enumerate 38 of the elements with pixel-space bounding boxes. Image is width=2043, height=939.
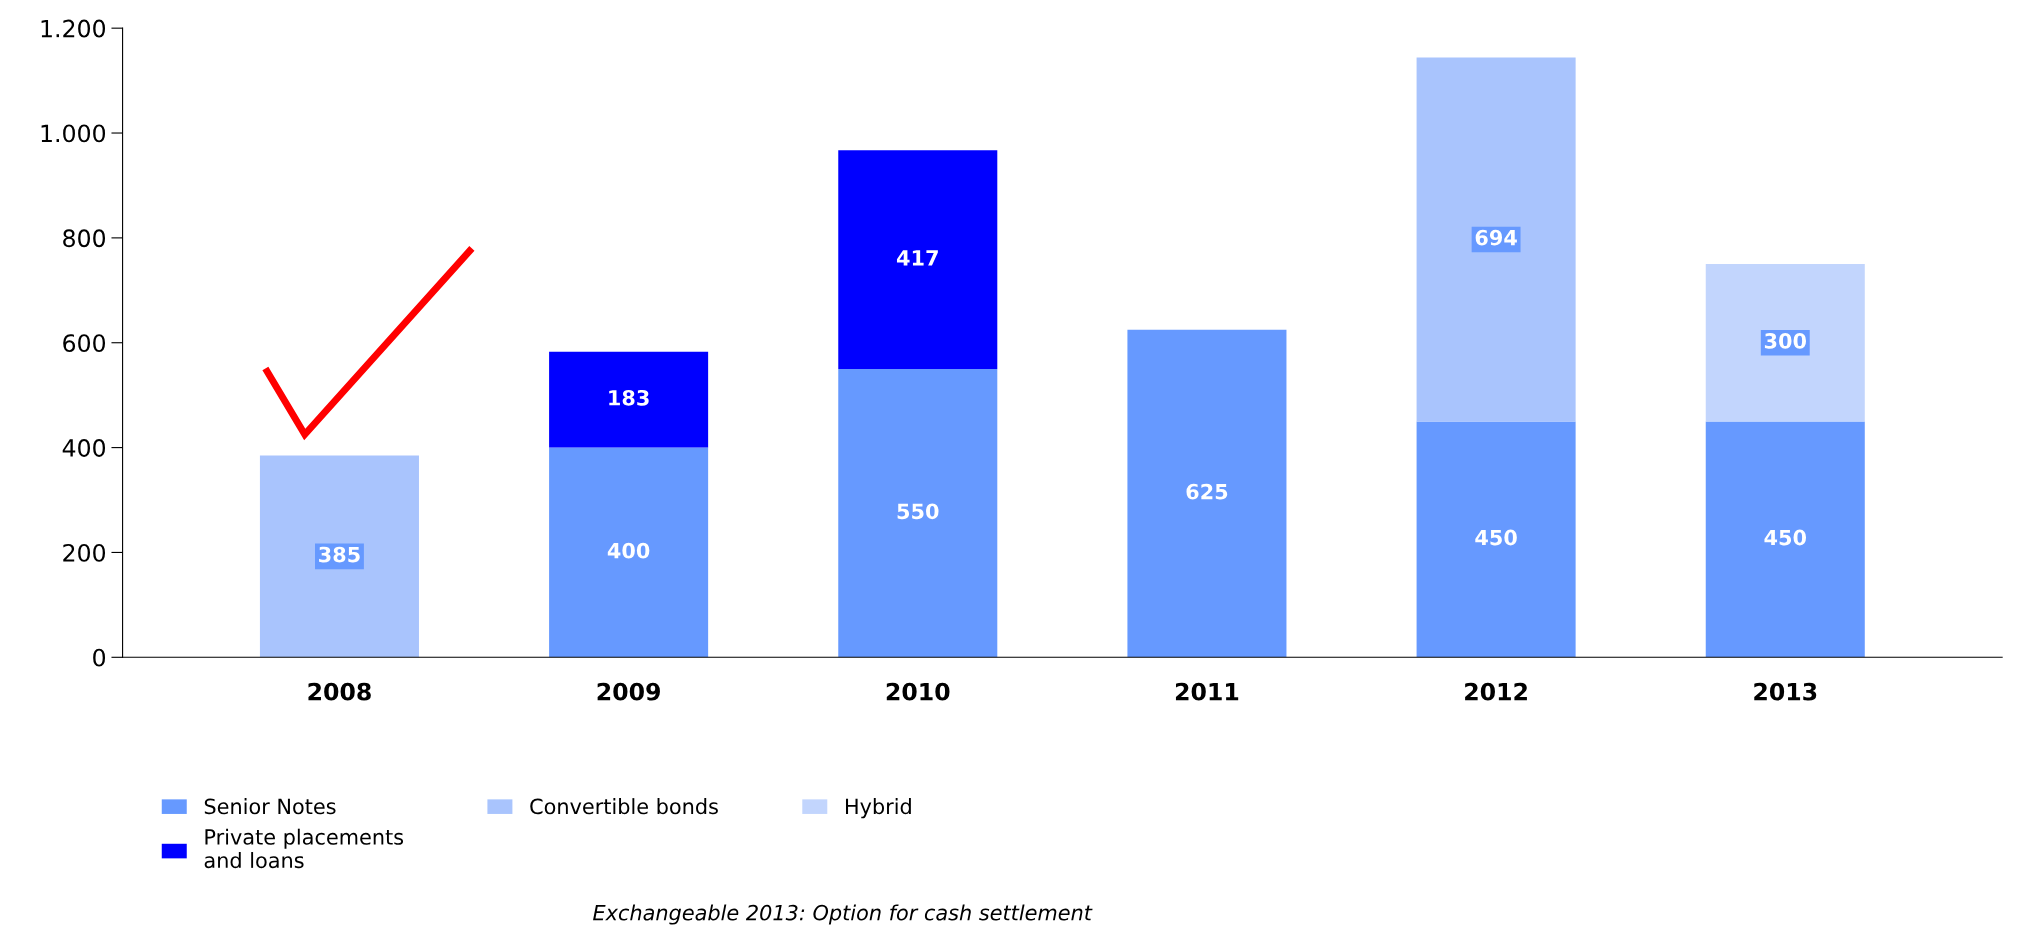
y-tick-label: 400 [62,439,106,457]
bar [1705,421,1865,658]
legend-label: Convertible bonds [530,798,718,815]
bar [549,351,709,448]
data-label: 550 [897,503,939,520]
y-tick-label: 0 [93,648,106,667]
bar [1127,329,1287,658]
legend-label: Senior Notes [204,798,336,815]
y-tick-label: 800 [63,229,106,248]
data-label: 183 [609,389,649,406]
data-label: 385 [319,546,360,563]
bar [838,368,998,658]
x-tick-label: 2009 [597,682,660,701]
y-tick-label: 200 [63,543,106,562]
x-tick-label: 2012 [1465,682,1527,701]
bar [838,150,998,369]
x-tick-label: 2011 [1175,682,1239,701]
data-label: 450 [1764,529,1807,546]
data-label: 694 [1475,229,1517,246]
data-label: 400 [607,542,650,559]
y-tick-label: 600 [63,334,106,353]
bar [1705,264,1865,422]
bar [1416,421,1576,658]
y-tick-label: 1.200 [41,19,106,38]
legend-label: Hybrid [845,798,911,819]
y-tick-label: 1.000 [41,124,106,143]
data-label: 625 [1186,483,1228,500]
x-tick-label: 2013 [1754,682,1817,701]
bar [1416,57,1576,422]
legend-label: Private placements and loans [204,828,404,869]
text: Exchangeable 2013: Option for cash settlement [593,904,1093,925]
x-tick-label: 2010 [886,682,950,701]
x-tick-label: 2008 [308,682,371,701]
bar [259,455,419,658]
data-label: 450 [1475,529,1517,546]
data-label: 300 [1764,333,1807,349]
data-label: 417 [896,250,938,266]
bar [549,447,709,658]
